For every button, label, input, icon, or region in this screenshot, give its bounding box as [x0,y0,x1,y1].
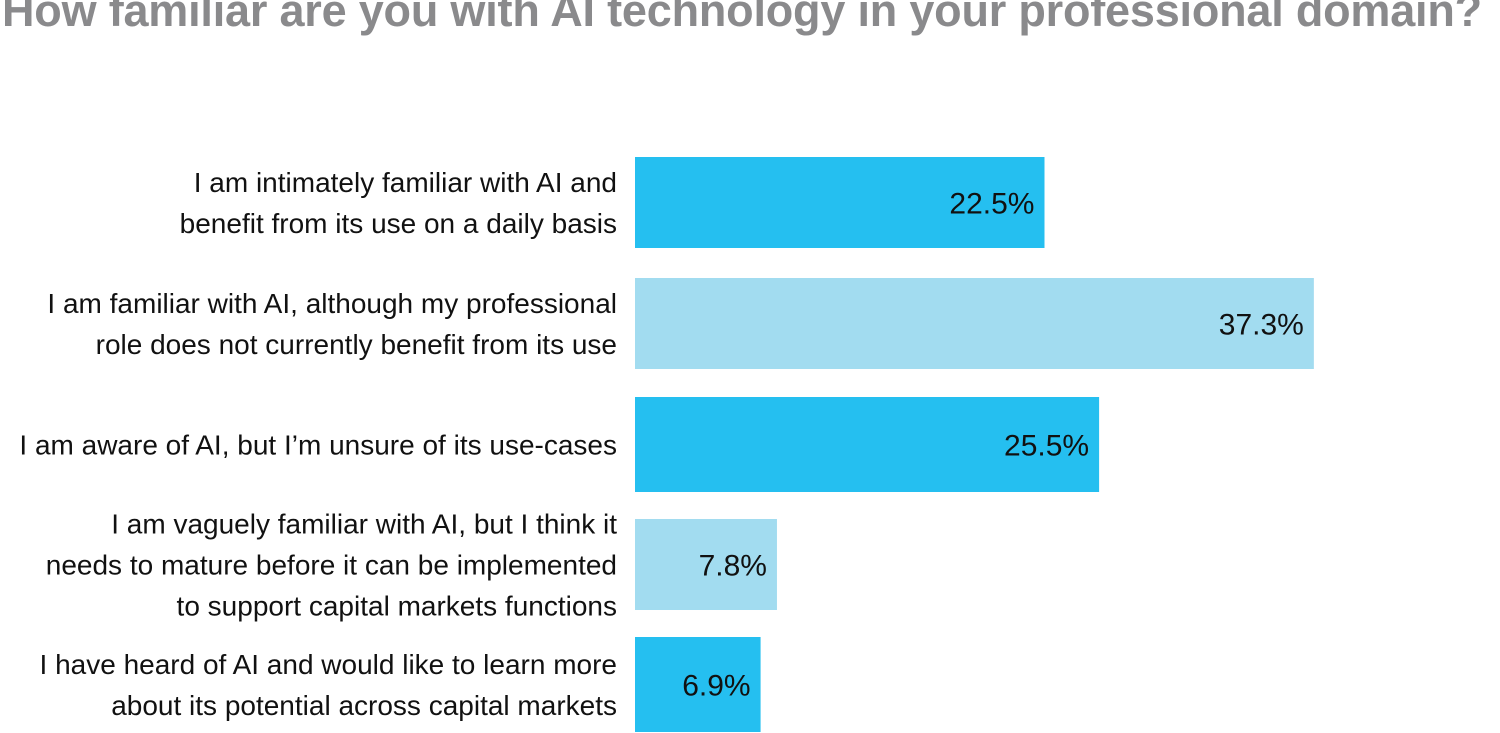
category-label-line: about its potential across capital marke… [111,690,617,721]
category-label-line: benefit from its use on a daily basis [180,208,617,239]
category-label-line: I am vaguely familiar with AI, but I thi… [111,509,617,540]
value-label-4: 7.8% [699,550,767,583]
category-label-line: needs to mature before it can be impleme… [46,550,617,581]
category-label-3: I am aware of AI, but I’m unsure of its … [19,430,617,461]
category-label-2: I am familiar with AI, although my profe… [47,288,617,360]
category-label-line: I am familiar with AI, although my profe… [47,288,617,319]
category-label-1: I am intimately familiar with AI and bene… [180,167,617,239]
category-label-line: to support capital markets functions [177,591,617,622]
category-label-4: I am vaguely familiar with AI, but I thi… [46,509,617,622]
bar-1 [635,157,1045,248]
chart-title: How familiar are you with AI technology … [2,0,1482,36]
category-label-line: role does not currently benefit from its… [96,329,617,360]
bar-3 [635,397,1100,492]
bar-2 [635,278,1314,369]
bars-group [635,157,1314,732]
bar-4 [635,519,777,610]
value-labels-group: 22.5% 37.3% 25.5% 7.8% 6.9% [682,188,1304,703]
category-labels-group: I am intimately familiar with AI and bene… [19,167,617,721]
category-label-line: I am aware of AI, but I’m unsure of its … [19,430,617,461]
value-label-5: 6.9% [682,670,750,703]
category-label-5: I have heard of AI and would like to lea… [40,649,617,721]
bar-5 [635,637,761,732]
value-label-1: 22.5% [949,188,1034,221]
category-label-line: I have heard of AI and would like to lea… [40,649,617,680]
value-label-3: 25.5% [1004,430,1089,463]
value-label-2: 37.3% [1219,309,1304,342]
category-label-line: I am intimately familiar with AI and [194,167,617,198]
